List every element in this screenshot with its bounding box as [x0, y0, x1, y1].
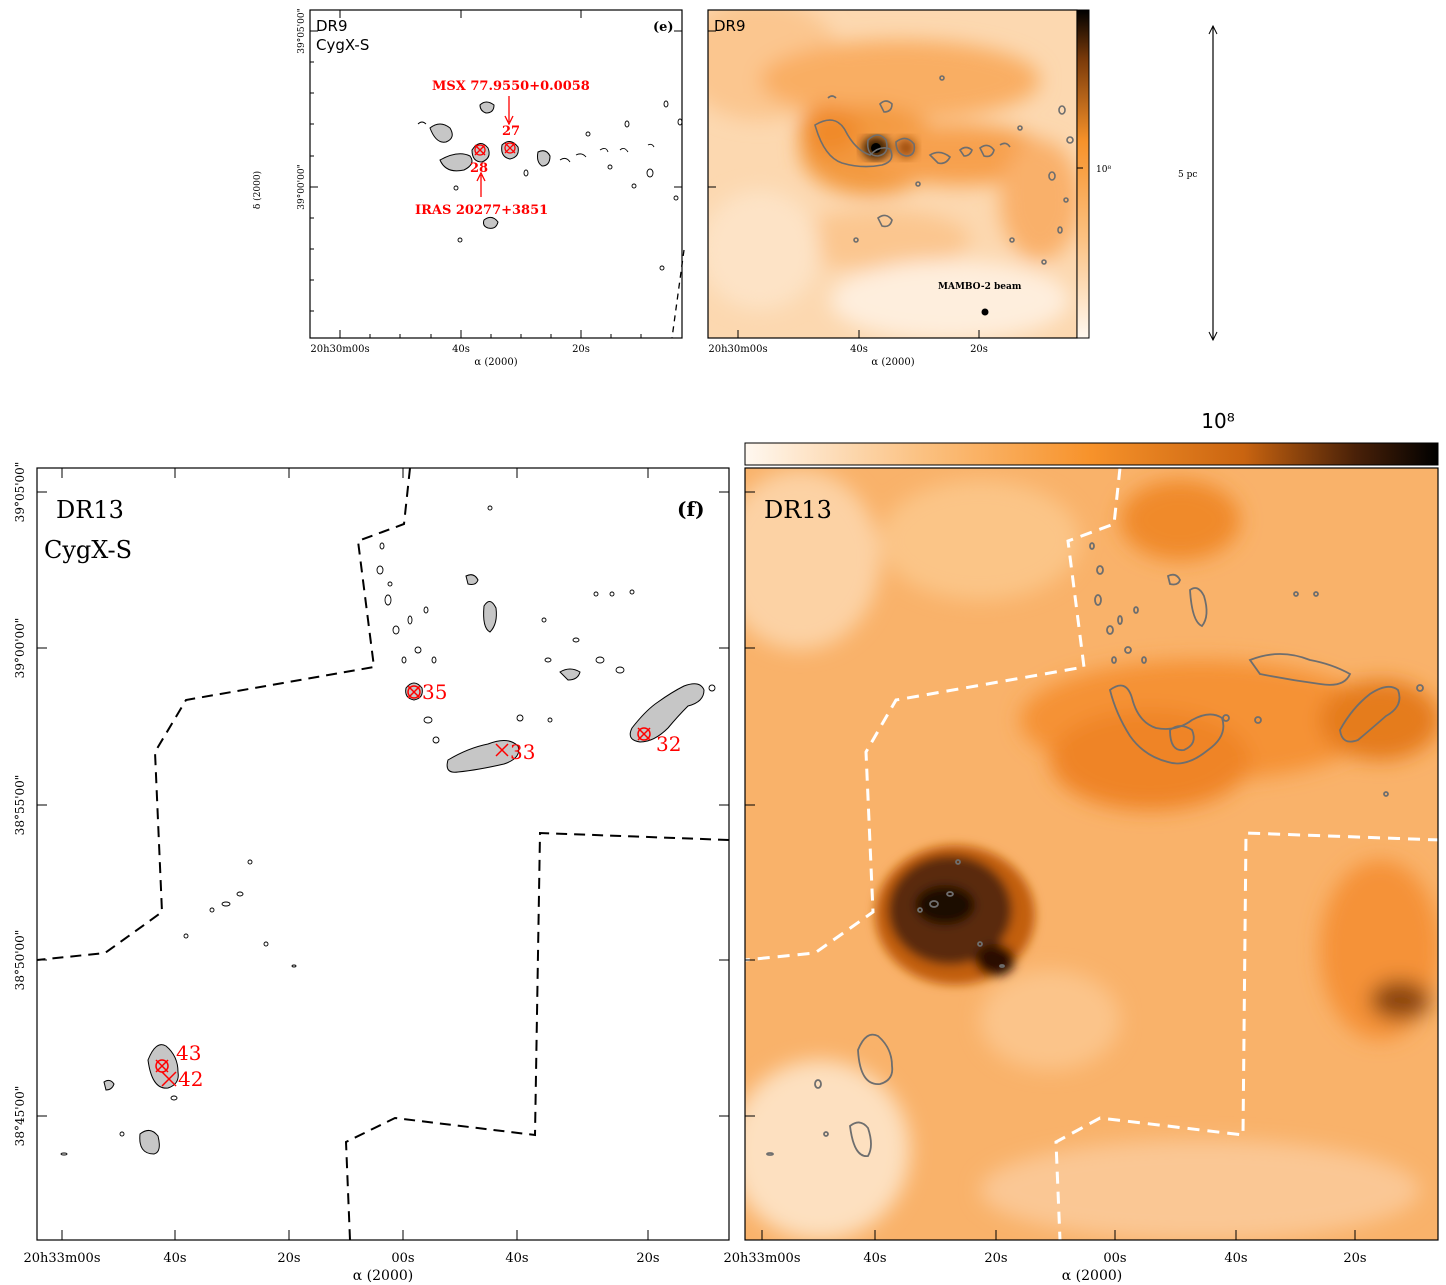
- y-tick-4: 38°50'00": [13, 930, 27, 991]
- x-tick-4: 00s: [391, 1251, 414, 1266]
- x-tick-3: 20s: [572, 344, 590, 355]
- source-label-28: 28: [470, 161, 488, 176]
- x-tick-1: 20h30m00s: [310, 344, 369, 355]
- iras-label: IRAS 20277+3851: [415, 203, 548, 218]
- bottom-right-panel: 10⁸: [724, 409, 1439, 1284]
- x-tick-5: 40s: [1224, 1251, 1247, 1266]
- x-tick-2: 40s: [452, 344, 470, 355]
- x-axis-label: α (2000): [871, 357, 914, 368]
- x-tick-2: 40s: [163, 1251, 186, 1266]
- source-label-35: 35: [422, 680, 447, 704]
- y-tick-1: 39°05'00": [297, 8, 307, 53]
- x-axis-label: α (2000): [353, 1268, 413, 1284]
- x-tick-4: 00s: [1103, 1251, 1126, 1266]
- x-tick-3: 20s: [277, 1251, 300, 1266]
- region-label: CygX-S: [44, 536, 132, 564]
- field-label: DR13: [56, 496, 124, 524]
- y-tick-3: 38°55'00": [13, 775, 27, 836]
- y-tick-2: 39°00'00": [13, 618, 27, 679]
- scale-label: 5 pc: [1178, 170, 1197, 180]
- colorbar-tick: 10⁸: [1096, 165, 1111, 175]
- bottom-left-panel: 35 33 32 43 42 DR13 CygX-S (f) 39°05'00"…: [13, 462, 730, 1284]
- source-label-32: 32: [656, 732, 681, 756]
- x-tick-1: 20h33m00s: [724, 1251, 801, 1266]
- field-label: DR9: [714, 17, 746, 35]
- panel-letter: (e): [653, 20, 674, 35]
- source-label-42: 42: [178, 1067, 203, 1091]
- x-tick-6: 20s: [636, 1251, 659, 1266]
- colorbar-tick: 10⁸: [1201, 409, 1234, 433]
- top-right-panel: DR9 10⁸ MAMBO-2 beam 20h30m00s 40s 20s α…: [707, 9, 1111, 368]
- x-tick-2: 40s: [850, 344, 868, 355]
- x-tick-5: 40s: [505, 1251, 528, 1266]
- y-tick-1: 39°05'00": [13, 462, 27, 523]
- y-tick-2: 39°00'00": [297, 164, 307, 209]
- field-label: DR13: [764, 496, 832, 524]
- x-tick-3: 20s: [970, 344, 988, 355]
- x-tick-2: 40s: [863, 1251, 886, 1266]
- x-tick-3: 20s: [984, 1251, 1007, 1266]
- x-axis-label: α (2000): [1062, 1268, 1122, 1284]
- x-tick-1: 20h33m00s: [24, 1251, 101, 1266]
- source-label-43: 43: [176, 1041, 201, 1065]
- beam-label: MAMBO-2 beam: [938, 282, 1022, 292]
- y-axis-label: δ (2000): [252, 171, 263, 209]
- source-label-33: 33: [510, 740, 535, 764]
- top-left-panel: MSX 77.9550+0.0058 IRAS 20277+3851 27 28…: [252, 8, 685, 368]
- msx-label: MSX 77.9550+0.0058: [432, 79, 590, 94]
- scale-bar: 5 pc: [1178, 24, 1218, 342]
- source-label-27: 27: [502, 124, 520, 139]
- y-tick-5: 38°45'00": [13, 1086, 27, 1147]
- x-tick-1: 20h30m00s: [708, 344, 767, 355]
- field-label: DR9: [316, 17, 348, 35]
- panel-letter: (f): [677, 497, 705, 521]
- x-tick-6: 20s: [1343, 1251, 1366, 1266]
- x-axis-label: α (2000): [474, 357, 517, 368]
- region-label: CygX-S: [316, 36, 369, 54]
